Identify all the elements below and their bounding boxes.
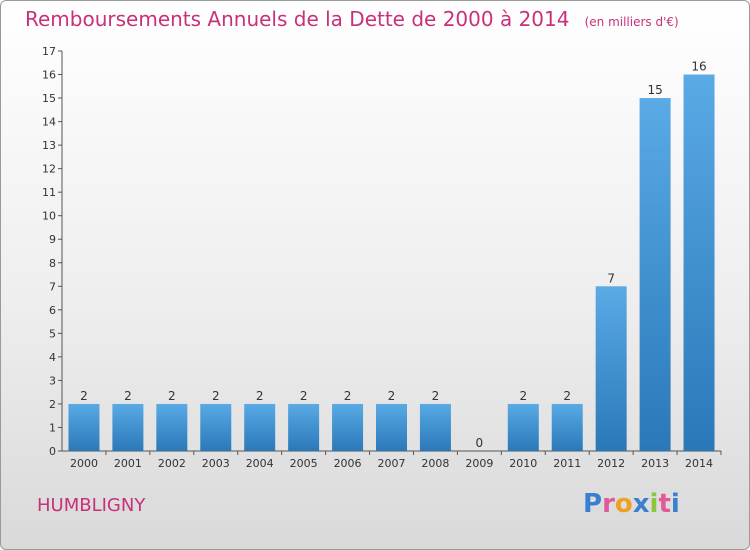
y-tick-label: 1 xyxy=(49,421,56,434)
x-tick-label: 2010 xyxy=(509,457,537,470)
title-row: Remboursements Annuels de la Dette de 20… xyxy=(25,7,679,31)
x-tick-label: 2011 xyxy=(553,457,581,470)
data-label: 2 xyxy=(432,389,440,403)
data-label: 16 xyxy=(691,60,706,74)
logo-letter: i xyxy=(670,489,680,519)
x-tick-label: 2002 xyxy=(158,457,186,470)
commune-name: HUMBLIGNY xyxy=(37,495,146,516)
data-label: 2 xyxy=(124,389,132,403)
bar xyxy=(332,403,364,451)
y-tick-label: 17 xyxy=(42,45,56,58)
y-tick-label: 14 xyxy=(42,116,56,129)
bar xyxy=(156,403,188,451)
logo-letter: P xyxy=(583,489,603,519)
logo-letter: r xyxy=(602,489,615,519)
y-tick-label: 7 xyxy=(49,280,56,293)
bar xyxy=(244,403,276,451)
x-tick-label: 2009 xyxy=(465,457,493,470)
logo-letter: x xyxy=(632,489,650,519)
chart-unit: (en milliers d'€) xyxy=(584,15,679,29)
data-label: 2 xyxy=(344,389,352,403)
bar xyxy=(551,403,583,451)
y-tick-label: 15 xyxy=(42,92,56,105)
bar xyxy=(376,403,407,451)
x-tick-label: 2006 xyxy=(334,457,362,470)
x-tick-label: 2014 xyxy=(685,457,713,470)
bar xyxy=(200,403,232,451)
bar xyxy=(288,403,320,451)
bar xyxy=(683,74,715,451)
y-tick-label: 2 xyxy=(49,398,56,411)
logo-letter: t xyxy=(658,489,671,519)
y-tick-label: 8 xyxy=(49,257,56,270)
data-label: 0 xyxy=(476,436,484,450)
data-label: 2 xyxy=(212,389,220,403)
y-tick-label: 3 xyxy=(49,374,56,387)
data-label: 2 xyxy=(256,389,264,403)
data-label: 2 xyxy=(388,389,396,403)
data-label: 2 xyxy=(519,389,527,403)
x-tick-label: 2008 xyxy=(421,457,449,470)
data-label: 2 xyxy=(168,389,176,403)
bar xyxy=(639,98,671,451)
y-tick-label: 10 xyxy=(42,210,56,223)
data-label: 15 xyxy=(647,83,662,97)
bar xyxy=(419,403,451,451)
x-tick-label: 2012 xyxy=(597,457,625,470)
bar xyxy=(112,403,144,451)
x-tick-label: 2000 xyxy=(70,457,98,470)
x-tick-label: 2007 xyxy=(378,457,406,470)
data-label: 2 xyxy=(563,389,571,403)
y-tick-label: 12 xyxy=(42,163,56,176)
y-tick-label: 6 xyxy=(49,304,56,317)
bar xyxy=(595,286,627,451)
x-tick-label: 2004 xyxy=(246,457,274,470)
logo-letter: o xyxy=(614,489,633,519)
x-tick-label: 2003 xyxy=(202,457,230,470)
y-tick-label: 9 xyxy=(49,233,56,246)
y-tick-label: 13 xyxy=(42,139,56,152)
x-tick-label: 2013 xyxy=(641,457,669,470)
y-tick-label: 5 xyxy=(49,327,56,340)
data-label: 2 xyxy=(300,389,308,403)
data-label: 7 xyxy=(607,271,615,285)
y-tick-label: 16 xyxy=(42,69,56,82)
y-tick-label: 4 xyxy=(49,351,56,364)
y-tick-label: 11 xyxy=(42,186,56,199)
y-tick-label: 0 xyxy=(49,445,56,458)
bar xyxy=(68,403,100,451)
x-tick-label: 2001 xyxy=(114,457,142,470)
proxiti-logo[interactable]: Proxiti xyxy=(583,489,680,519)
bar xyxy=(507,403,539,451)
bars: 2 2 2 2 2 2 2 2 2 0 2 2 7 15 16 xyxy=(68,60,715,451)
chart-title: Remboursements Annuels de la Dette de 20… xyxy=(25,7,570,31)
x-tick-label: 2005 xyxy=(290,457,318,470)
data-label: 2 xyxy=(80,389,88,403)
logo-letter: i xyxy=(649,489,659,519)
